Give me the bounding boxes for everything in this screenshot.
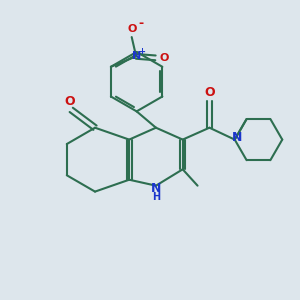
Text: O: O bbox=[127, 24, 136, 34]
Text: +: + bbox=[138, 46, 145, 56]
Text: N: N bbox=[232, 131, 242, 144]
Text: O: O bbox=[160, 53, 169, 63]
Text: H: H bbox=[152, 192, 160, 202]
Text: -: - bbox=[138, 17, 143, 30]
Text: O: O bbox=[204, 86, 215, 99]
Text: N: N bbox=[131, 51, 141, 62]
Text: N: N bbox=[151, 182, 161, 194]
Text: O: O bbox=[64, 95, 75, 108]
